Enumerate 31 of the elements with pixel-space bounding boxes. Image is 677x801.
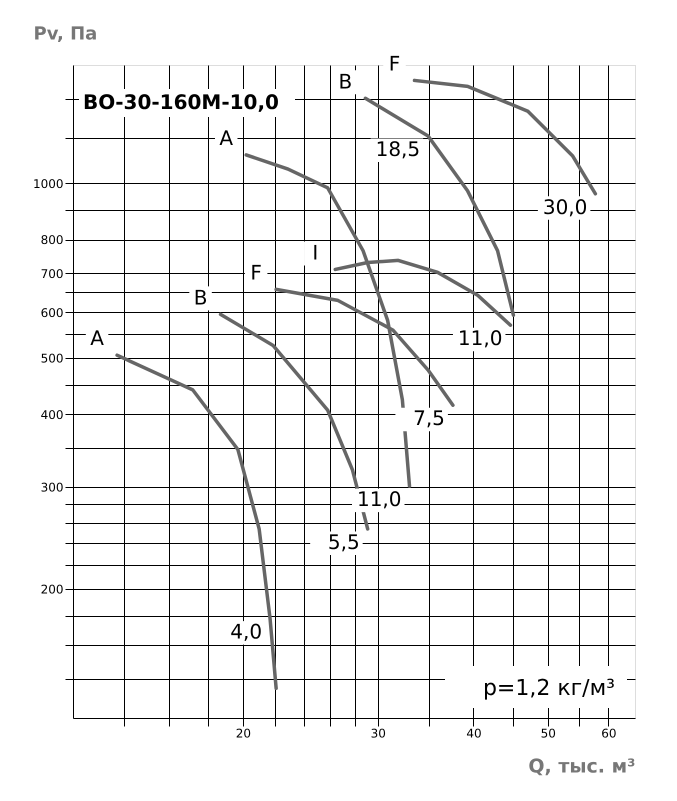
x-tick-label: 20 (236, 726, 252, 740)
series-label: F (250, 260, 262, 284)
y-tick-label: 700 (40, 266, 64, 281)
y-tick-label: 500 (40, 352, 64, 366)
annotation: 5,5 (328, 530, 360, 554)
series-label: B (194, 285, 208, 310)
y-tick-label: 200 (40, 582, 64, 597)
y-tick-label: 400 (40, 408, 64, 422)
series-label: F (388, 51, 400, 76)
series-label: A (90, 326, 104, 350)
x-tick-label: 30 (370, 726, 386, 740)
annotation: 11,0 (458, 326, 502, 350)
y-tick-label: 300 (40, 480, 64, 495)
annotation: 7,5 (413, 406, 445, 430)
series-label: A (219, 126, 234, 150)
annotation: 11,0 (356, 487, 402, 512)
series-label: B (338, 69, 352, 94)
annotation: 30,0 (542, 194, 588, 219)
annotation: p=1,2 кг/м³ (482, 676, 615, 701)
x-axis-title: Q, тыс. м³ (528, 756, 636, 778)
y-tick-label: 800 (40, 233, 64, 248)
annotation: 18,5 (376, 137, 420, 162)
y-tick-label: 600 (40, 306, 64, 320)
text: ВО-30-160М-10,0 (83, 90, 279, 114)
series-label: I (312, 240, 318, 264)
x-tick-label: 50 (540, 726, 556, 740)
y-axis-title: Pv, Па (34, 24, 98, 44)
x-tick-label: 60 (601, 726, 617, 740)
annotation: 4,0 (230, 620, 262, 644)
y-tick-label: 1000 (32, 176, 64, 191)
x-tick-label: 40 (466, 726, 482, 740)
